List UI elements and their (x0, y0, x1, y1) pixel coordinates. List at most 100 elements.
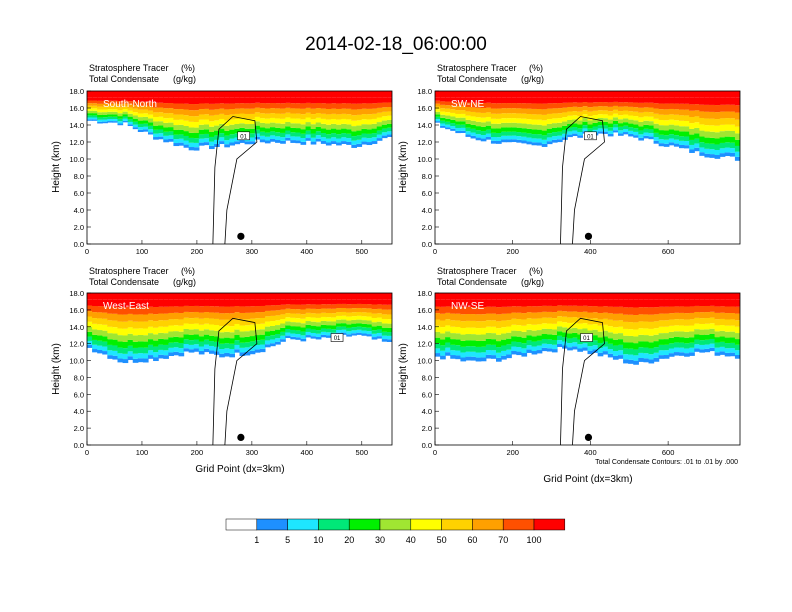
plot-frame (434, 292, 741, 446)
colorbar-label: 50 (437, 535, 447, 545)
x-axis-title-right: Grid Point (dx=3km) (543, 474, 632, 485)
x-tick-label: 300 (246, 448, 259, 457)
y-tick-label: 6.0 (74, 189, 84, 198)
y-tick-label: 14.0 (69, 323, 84, 332)
plot-frame (434, 90, 741, 245)
panel-3: 01 West-East 0.0 2.0 4.0 6.0 8.0 10.0 12.0 14.0 16… (69, 289, 393, 457)
x-tick-label: 600 (662, 247, 675, 256)
panel-2-variable-units: (%) (529, 63, 543, 73)
y-tick-label: 2.0 (74, 424, 84, 433)
y-tick-label: 4.0 (422, 407, 432, 416)
panel-4-contour-name: Total Condensate (437, 277, 507, 287)
y-tick-label: 12.0 (417, 138, 432, 147)
panel-2-contour-units: (g/kg) (521, 74, 544, 84)
colorbar-label: 60 (467, 535, 477, 545)
panel-4: 01 NW-SE 0.0 2.0 4.0 6.0 8.0 10.0 12.0 14.0 16.0 18… (417, 289, 741, 457)
x-tick-label: 0 (85, 448, 89, 457)
colorbar-label: 30 (375, 535, 385, 545)
panel-3-contour-name: Total Condensate (89, 277, 159, 287)
condensate-contour: 01 (212, 116, 258, 244)
colorbar-swatch (502, 518, 535, 531)
y-axis-title-bottom-right: Height (km) (398, 343, 409, 395)
contour-value-label: 01 (587, 134, 594, 140)
panels-group: 01 South-North 0.0 2.0 4.0 6.0 8.0 10.0 12.0 14.0… (69, 87, 741, 457)
y-tick-label: 16.0 (69, 306, 84, 315)
colorbar-swatch (225, 518, 258, 531)
y-tick-label: 18.0 (417, 289, 432, 298)
y-tick-label: 6.0 (422, 189, 432, 198)
y-tick-label: 4.0 (74, 206, 84, 215)
colorbar-label: 70 (498, 535, 508, 545)
panel-4-contour-units: (g/kg) (521, 277, 544, 287)
colorbar-swatch (318, 518, 350, 531)
panel-1-contour-units: (g/kg) (173, 74, 196, 84)
plot-frame (86, 90, 393, 245)
location-marker (584, 232, 593, 240)
colorbar-swatch (348, 518, 381, 531)
panel-2-contour-name: Total Condensate (437, 74, 507, 84)
y-tick-label: 10.0 (417, 155, 432, 164)
colorbar-label: 10 (313, 535, 323, 545)
y-tick-label: 4.0 (74, 407, 84, 416)
tracer-field (87, 91, 392, 151)
panel-3-variable-units: (%) (181, 266, 195, 276)
y-tick-label: 4.0 (422, 206, 432, 215)
y-tick-label: 10.0 (69, 155, 84, 164)
y-tick-label: 12.0 (417, 340, 432, 349)
x-tick-label: 300 (246, 247, 259, 256)
panel-label: West-East (103, 301, 149, 312)
panel-2-variable-name: Stratosphere Tracer (437, 63, 517, 73)
x-tick-label: 400 (584, 247, 597, 256)
y-tick-label: 0.0 (422, 240, 432, 249)
panel-2: 01 SW-NE 0.0 2.0 4.0 6.0 8.0 10.0 12.0 14.0 16.0 18… (417, 87, 741, 256)
colorbar-swatch (533, 518, 566, 531)
x-tick-label: 400 (301, 247, 314, 256)
location-marker (237, 232, 245, 240)
tracer-field (435, 293, 740, 365)
x-tick-label: 200 (506, 247, 519, 256)
colorbar-swatch (441, 518, 473, 531)
colorbar-label: 1 (254, 535, 259, 545)
contour-value-label: 01 (334, 336, 341, 342)
panel-label: South-North (103, 99, 157, 110)
panel-3-variable-name: Stratosphere Tracer (89, 266, 169, 276)
colorbar: 1 5 10 20 30 40 50 60 70 100 (225, 518, 566, 545)
figure-title: 2014-02-18_06:00:00 (305, 34, 487, 55)
colorbar-label: 40 (406, 535, 416, 545)
y-tick-label: 6.0 (74, 390, 84, 399)
colorbar-swatch (379, 518, 412, 531)
x-tick-label: 0 (433, 448, 437, 457)
y-axis-title-top: Height (km) (51, 141, 62, 193)
panel-4-variable-name: Stratosphere Tracer (437, 266, 517, 276)
x-tick-label: 100 (136, 247, 149, 256)
tracer-field (435, 91, 740, 161)
x-tick-label: 200 (506, 448, 519, 457)
colorbar-label: 20 (344, 535, 354, 545)
y-tick-label: 14.0 (417, 121, 432, 130)
panel-label: SW-NE (451, 99, 484, 110)
x-tick-label: 100 (136, 448, 149, 457)
y-axis-titles: Height (km) Height (km) Height (km) Heig… (51, 141, 409, 395)
y-tick-label: 6.0 (422, 390, 432, 399)
panel-3-contour-units: (g/kg) (173, 277, 196, 287)
panel-1-variable-units: (%) (181, 63, 195, 73)
panel-1-variable-name: Stratosphere Tracer (89, 63, 169, 73)
y-tick-label: 8.0 (74, 373, 84, 382)
contour-value-label: 01 (583, 336, 590, 342)
x-axis-title-left: Grid Point (dx=3km) (195, 464, 284, 475)
y-tick-label: 2.0 (422, 223, 432, 232)
y-tick-label: 16.0 (69, 104, 84, 113)
colorbar-swatch (287, 518, 319, 531)
y-tick-label: 14.0 (417, 323, 432, 332)
y-tick-label: 10.0 (69, 357, 84, 366)
colorbar-swatch (256, 518, 288, 531)
x-tick-label: 500 (356, 448, 369, 457)
y-tick-label: 18.0 (69, 289, 84, 298)
x-tick-label: 200 (191, 247, 204, 256)
condensate-contour: 01 (560, 317, 605, 445)
y-tick-label: 8.0 (74, 172, 84, 181)
location-marker (584, 433, 593, 441)
x-tick-label: 400 (584, 448, 597, 457)
y-tick-label: 2.0 (422, 424, 432, 433)
